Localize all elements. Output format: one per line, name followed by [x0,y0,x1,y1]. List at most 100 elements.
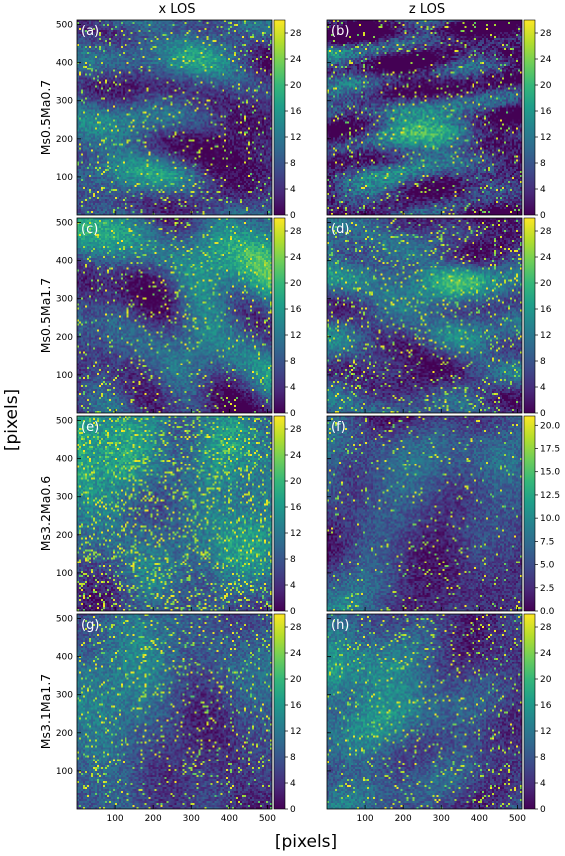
y-tick-label: 100 [56,569,73,579]
y-tick-label: 200 [56,729,73,739]
panel-frame [326,613,523,810]
y-tick-label: 300 [56,295,73,305]
y-tick-label: 500 [56,417,73,427]
panel-label: (b) [331,24,349,39]
y-tick-label: 100 [56,173,73,183]
panel-label: (e) [81,420,99,435]
y-tick-label: 300 [56,493,73,503]
y-tick-label: 500 [56,21,73,31]
colorbar-tick-label: 20 [540,279,552,289]
colorbar-tick-label: 28 [540,227,552,237]
colorbar-tick-label: 20 [290,279,302,289]
colorbar-tick-label: 24 [540,55,552,65]
colorbar-tick-label: 0 [290,805,296,815]
colorbar-tick-label: 4 [290,779,296,789]
colorbar-tick-label: 20 [290,675,302,685]
heatmap-panel: (g) 100 200 300 400 500 100 200 300 400 500 0 4 8 12 16… [38,613,302,824]
colorbar-tick-label: 12 [290,727,301,737]
panel-frame [326,415,523,612]
colorbar-tick-label: 16 [290,305,302,315]
colorbar-tick-label: 12 [290,331,301,341]
colorbar-tick-label: 20.0 [540,421,560,431]
heatmap-image [327,416,522,611]
colorbar-tick-label: 8 [290,753,296,763]
x-tick-label: 400 [471,814,488,824]
colorbar-tick-label: 4 [540,383,546,393]
colorbar-tick-label: 2.5 [540,584,554,594]
colorbar-tick-label: 20 [290,477,302,487]
colorbar-tick-label: 5.0 [540,561,555,571]
x-tick-label: 500 [259,814,276,824]
heatmap-panel: (a) 100 200 300 400 500 0 4 8 12 16 20 24 28 Ms0.5Ma0.… [38,19,302,221]
panel-frame [76,415,273,612]
colorbar-tick-label: 12 [540,331,551,341]
y-tick-label: 500 [56,615,73,625]
heatmap-panel: (e) 100 200 300 400 500 0 4 8 12 16 20 24 28 Ms3.2Ma0.… [38,415,302,617]
colorbar-tick-label: 16 [290,107,302,117]
heatmap-image [77,20,272,215]
colorbar-tick-label: 24 [290,253,302,263]
colorbar [523,613,536,810]
colorbar-tick-label: 12 [290,133,301,143]
panel-frame [326,217,523,414]
x-tick-label: 200 [145,814,162,824]
colorbar-tick-label: 16 [540,305,552,315]
heatmap-panel: (d) 0 4 8 12 16 20 24 28 [326,217,552,419]
y-tick-label: 300 [56,97,73,107]
colorbar-tick-label: 8 [290,555,296,565]
colorbar-tick-label: 0 [290,607,296,617]
colorbar-tick-label: 12.5 [540,491,560,501]
colorbar-tick-label: 4 [290,383,296,393]
colorbar-tick-label: 12 [540,133,551,143]
row-label: Ms0.5Ma0.7 [38,80,53,156]
row-label: Ms0.5Ma1.7 [38,278,53,354]
colorbar-tick-label: 4 [540,779,546,789]
colorbar-tick-label: 24 [290,649,302,659]
y-tick-label: 300 [56,691,73,701]
panel-label: (f) [331,420,346,435]
colorbar-tick-label: 0.0 [540,607,555,617]
colorbar-tick-label: 28 [540,29,552,39]
colorbar-tick-label: 20 [540,675,552,685]
colorbar-tick-label: 0 [290,211,296,221]
colorbar-tick-label: 28 [290,623,302,633]
panel-grid: (a)1002003004005000481216202428Ms0.5Ma0.… [38,19,560,824]
heatmap-panel: (b) 0 4 8 12 16 20 24 28 [326,19,552,221]
colorbar [273,415,286,612]
y-axis-title: [pixels] [2,389,22,451]
colorbar-tick-label: 16 [290,503,302,513]
y-tick-label: 400 [56,455,73,465]
colorbar [273,613,286,810]
colorbar [523,217,536,414]
colorbar-tick-label: 7.5 [540,537,554,547]
x-tick-label: 500 [509,814,526,824]
heatmap-image [327,20,522,215]
y-tick-label: 100 [56,371,73,381]
row-label: Ms3.1Ma1.7 [38,674,53,750]
colorbar-tick-label: 10.0 [540,514,560,524]
colorbar-tick-label: 4 [540,185,546,195]
colorbar-tick-label: 20 [540,81,552,91]
panel-label: (d) [331,222,349,237]
colorbar-tick-label: 8 [290,357,296,367]
panel-label: (h) [331,618,349,633]
colorbar-tick-label: 0 [540,409,546,419]
colorbar-tick-label: 16 [540,107,552,117]
y-tick-label: 200 [56,333,73,343]
heatmap-image [327,614,522,809]
x-tick-label: 200 [395,814,412,824]
heatmap-image [77,614,272,809]
y-tick-label: 100 [56,767,73,777]
colorbar [523,415,536,612]
colorbar-tick-label: 8 [540,159,546,169]
colorbar-tick-label: 28 [290,425,302,435]
colorbar-tick-label: 20 [290,81,302,91]
y-tick-label: 400 [56,257,73,267]
colorbar-tick-label: 24 [290,451,302,461]
y-tick-label: 400 [56,653,73,663]
panel-frame [76,613,273,810]
colorbar [273,217,286,414]
colorbar-tick-label: 24 [290,55,302,65]
panel-frame [326,19,523,216]
